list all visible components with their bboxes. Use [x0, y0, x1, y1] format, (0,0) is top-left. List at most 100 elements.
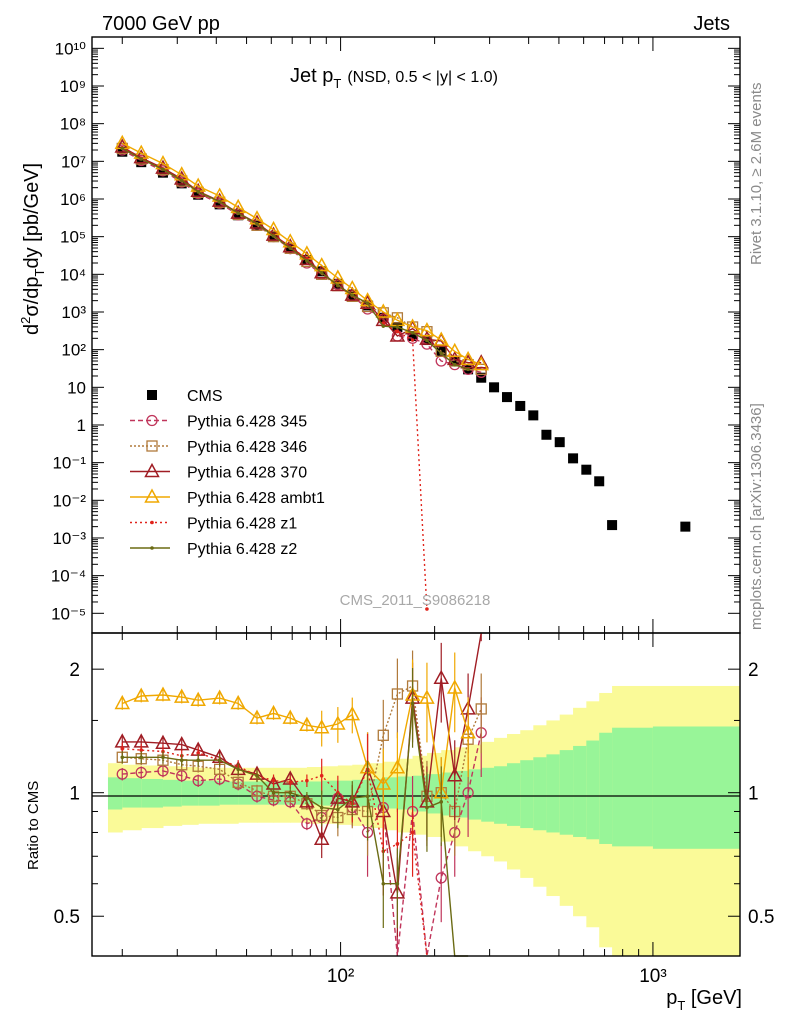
series-0-point	[407, 331, 418, 342]
y-tick-label: 10⁶	[60, 190, 86, 209]
ratio-series-5-point	[217, 758, 222, 763]
analysis-watermark: CMS_2011_S9086218	[340, 592, 491, 609]
series-4-point	[359, 292, 376, 307]
uncertainty-band-inner	[559, 750, 574, 835]
ratio-series-5-line	[122, 703, 469, 957]
rivet-version-label: Rivet 3.1.10, ≥ 2.6M events	[748, 83, 765, 266]
series-0-point	[193, 189, 204, 200]
series-0-point	[680, 521, 691, 532]
ratio-series-0-point	[301, 818, 313, 830]
legend-marker	[147, 390, 157, 400]
series-0-point	[594, 476, 605, 487]
mcplots-label: mcplots.cern.ch [arXiv:1306.3436]	[748, 403, 765, 630]
ratio-series-1-point	[475, 703, 487, 715]
series-4-point	[313, 257, 330, 272]
series-0-point	[568, 453, 579, 464]
ratio-series-3-point	[446, 679, 463, 694]
y-tick-label: 10¹⁰	[55, 39, 87, 58]
series-0-point	[501, 392, 512, 403]
ratio-series-3-point	[173, 688, 190, 703]
series-4-point	[330, 269, 346, 284]
series-3-point	[313, 264, 330, 279]
ratio-series-5-point	[319, 805, 324, 810]
uncertainty-band-inner	[107, 777, 123, 810]
ratio-x-axis: 10² 10³	[121, 633, 667, 987]
series-6-point	[381, 324, 386, 328]
uncertainty-band-inner	[599, 732, 613, 844]
y-tick-label: 10⁸	[60, 115, 86, 134]
series-6-point	[179, 178, 184, 183]
ratio-series-5-point	[336, 807, 340, 812]
ratio-series-2-point	[173, 736, 190, 751]
y-tick-label: 10⁻²	[52, 491, 86, 510]
legend-marker	[146, 414, 158, 427]
ratio-tick-label: 1	[69, 784, 80, 805]
ratio-tick-label-right: 0.5	[748, 907, 774, 928]
ratio-series-3-point	[330, 715, 346, 730]
y-tick-label: 10⁹	[60, 77, 86, 96]
ratio-series-5-point	[236, 767, 240, 772]
series-5-point	[410, 338, 415, 342]
series-4-point	[473, 356, 489, 371]
x-tick-label: 10³	[639, 966, 666, 987]
ratio-series-4-point	[410, 830, 415, 835]
ratio-series-5-point	[381, 881, 386, 886]
series-6-point	[395, 325, 400, 329]
plot-title-main: Jet p	[290, 65, 333, 87]
series-6-point	[120, 146, 125, 151]
ratio-series-3-point	[313, 719, 330, 734]
ratio-series-3-point	[460, 724, 476, 739]
series-6-point	[305, 258, 309, 263]
ratio-series-0-point	[116, 768, 128, 780]
series-6-point	[217, 200, 222, 204]
top-y-axis-label: d2σ/dpTdy [pb/GeV]	[18, 163, 47, 335]
uncertainty-band-inner	[122, 778, 142, 808]
y-tick-label: 1	[77, 416, 86, 435]
series-6-point	[350, 293, 355, 297]
ratio-series-4-point	[288, 780, 293, 785]
series-6-point	[236, 211, 240, 215]
series-5-point	[425, 607, 429, 611]
series-4-point	[446, 342, 463, 358]
legend-label: CMS	[187, 388, 223, 405]
ratio-series-5-point	[255, 773, 259, 778]
uncertainty-band-inner	[441, 772, 456, 816]
ratio-series-5-point	[179, 758, 184, 763]
legend-label: Pythia 6.428 346	[187, 439, 307, 456]
ratio-series-5-point	[196, 758, 200, 763]
x-tick-label: 10²	[327, 966, 354, 987]
series-3-point	[473, 354, 489, 369]
ratio-tick-label: 2	[69, 660, 80, 681]
series-6-point	[466, 367, 470, 372]
series-6-point	[255, 221, 259, 226]
uncertainty-band-inner	[520, 760, 534, 829]
series-0-point	[581, 464, 592, 475]
plot-title: Jet pT (NSD, 0.5 < |y| < 1.0)	[290, 65, 498, 91]
ratio-series-5-point	[305, 796, 309, 800]
ratio-series-4-point	[196, 751, 200, 755]
uncertainty-band-inner	[586, 740, 600, 840]
series-6-point	[271, 234, 276, 238]
series-0-point	[607, 520, 618, 531]
legend-marker	[146, 440, 158, 452]
ratio-series-3-point	[282, 709, 299, 724]
ratio-panel-bands	[107, 685, 741, 956]
ratio-series-1-point	[391, 688, 404, 700]
ratio-series-3-point	[299, 716, 315, 732]
series-6-point	[319, 270, 324, 275]
ratio-series-3-point	[133, 687, 149, 702]
uncertainty-band-inner	[533, 757, 547, 831]
plot-title-sub: T	[333, 76, 341, 91]
y-tick-label: 10⁴	[60, 265, 86, 284]
series-6-point	[425, 338, 429, 343]
ratio-series-2-point	[433, 669, 449, 685]
legend-label: Pythia 6.428 370	[187, 465, 307, 482]
uncertainty-band-inner	[506, 763, 521, 826]
uncertainty-band-inner	[181, 780, 199, 806]
uncertainty-band-inner	[219, 781, 239, 805]
series-5-point	[395, 329, 400, 334]
legend-label: Pythia 6.428 z2	[187, 541, 297, 558]
ratio-series-5-point	[425, 805, 429, 810]
series-0-point	[541, 429, 552, 440]
uncertainty-band-inner	[198, 780, 221, 806]
